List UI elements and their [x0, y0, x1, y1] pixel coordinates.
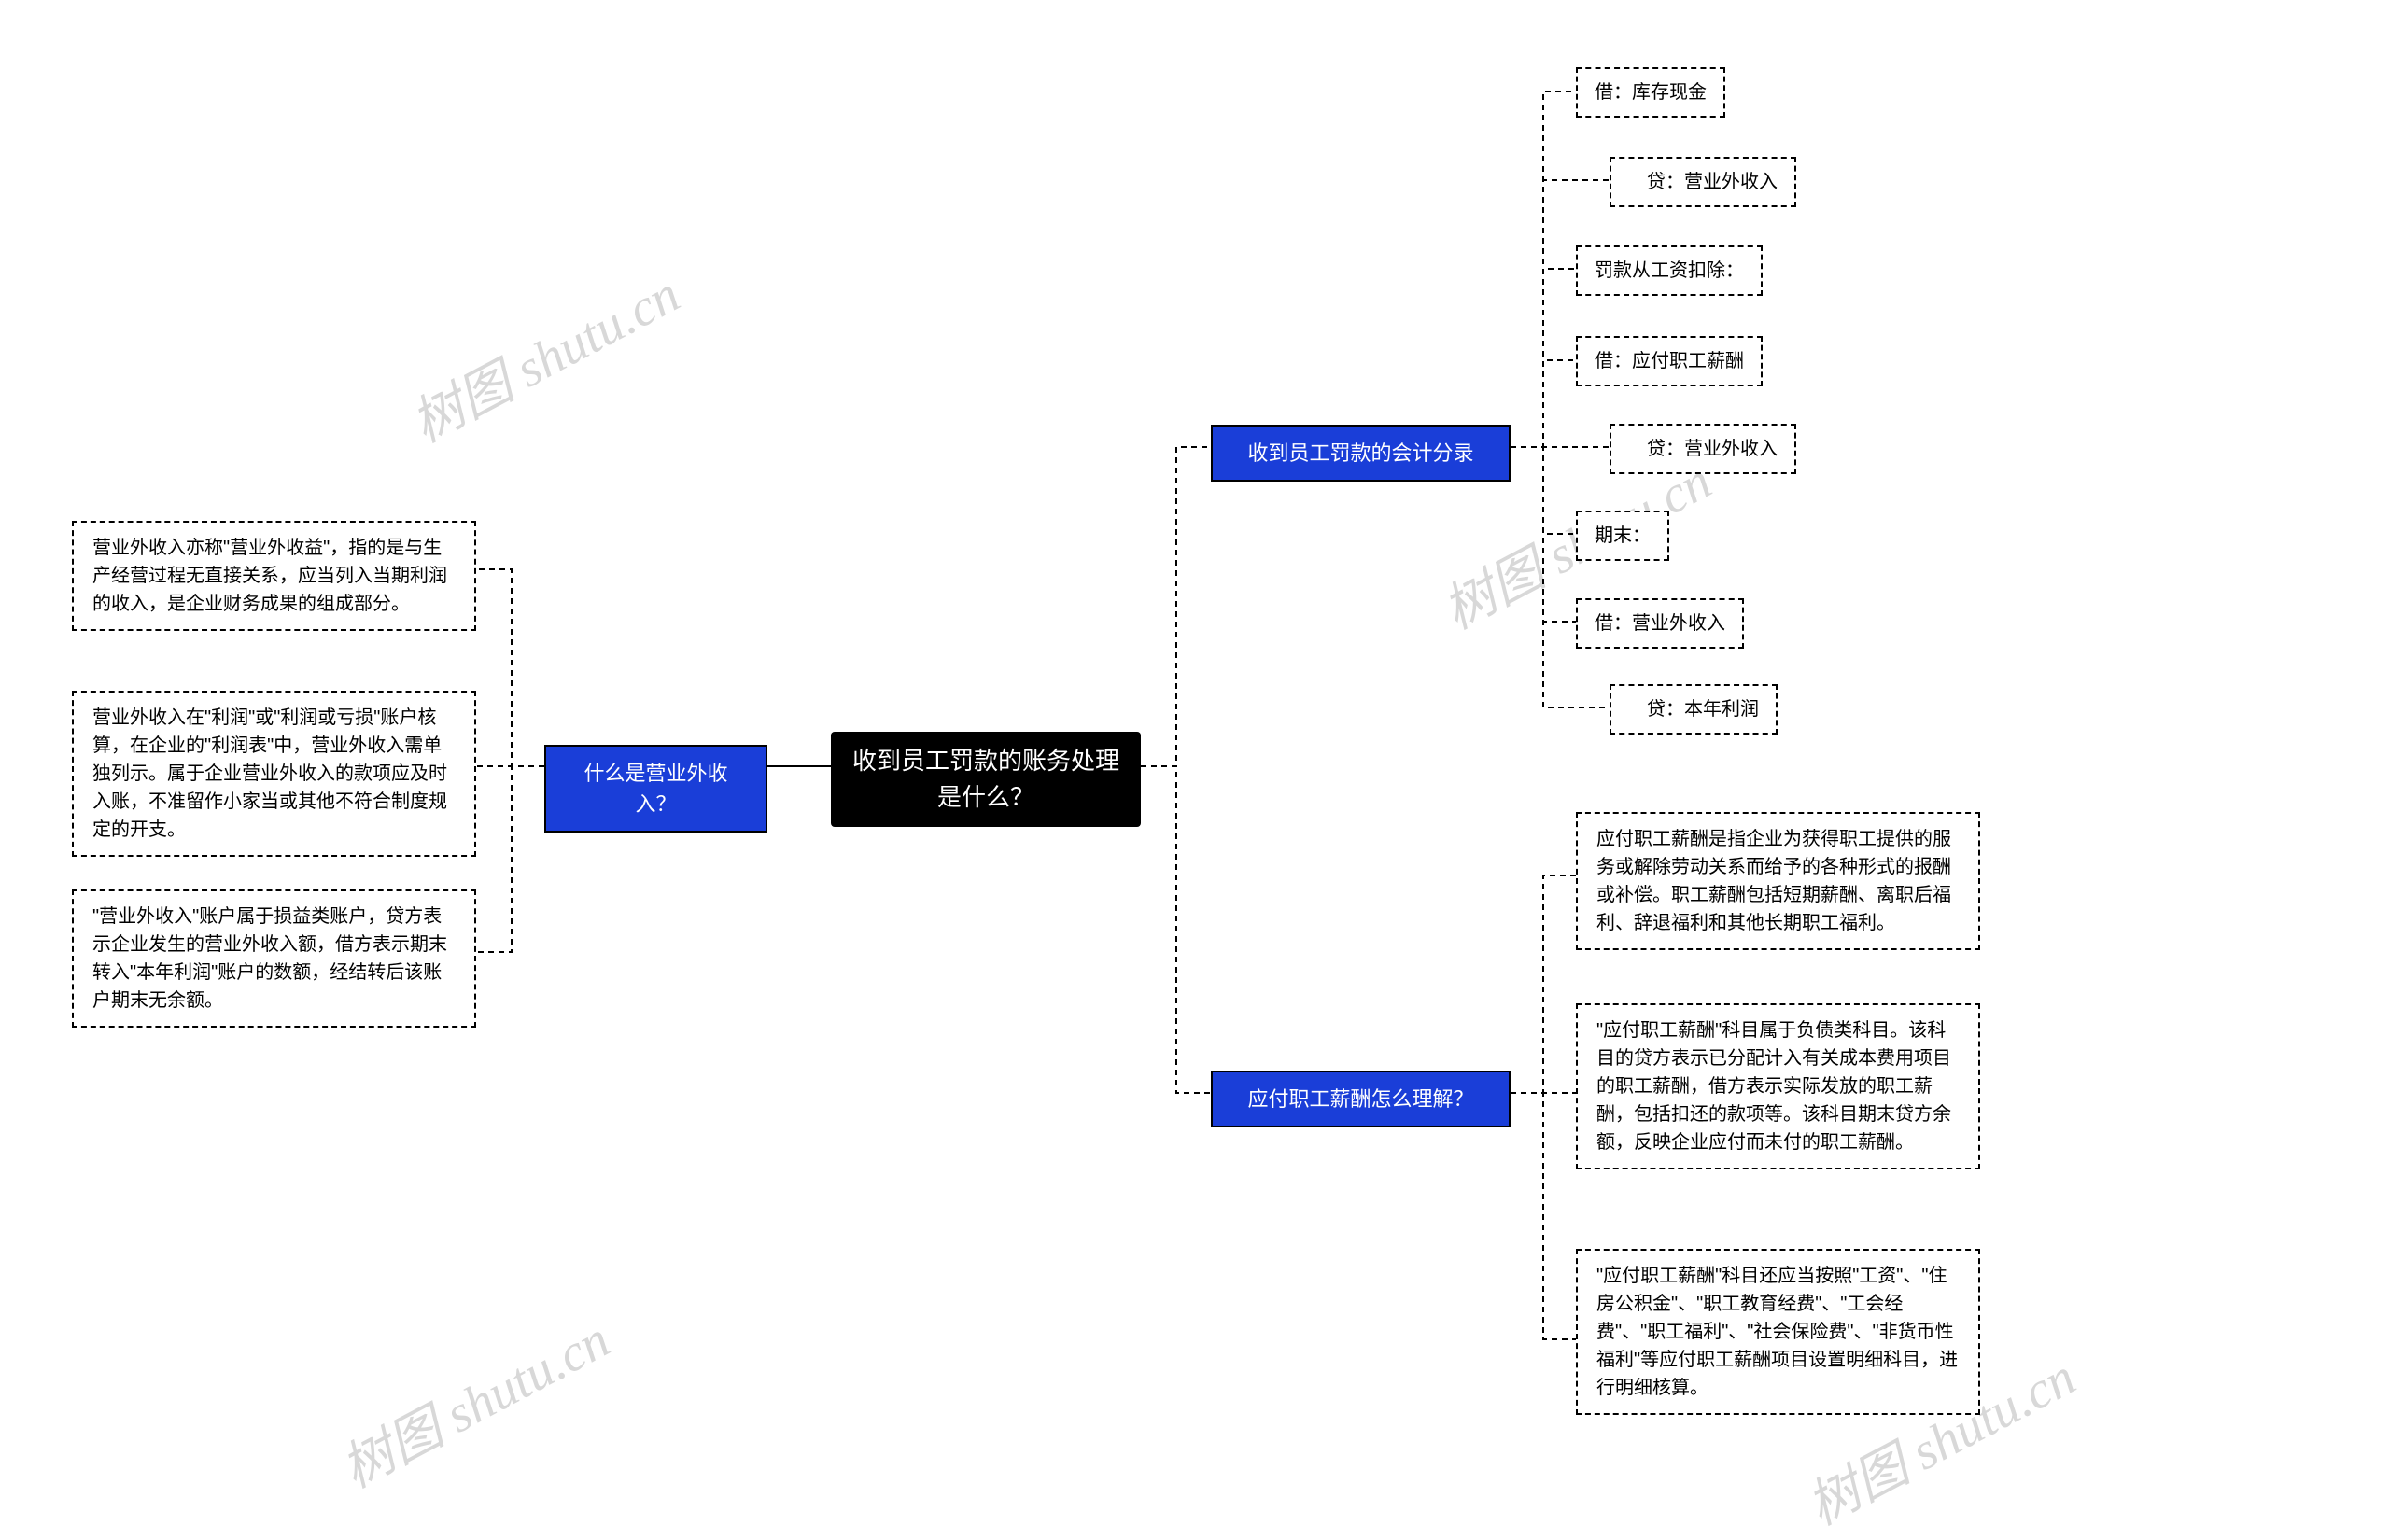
- leaf-r2-2: "应付职工薪酬"科目还应当按照"工资"、"住房公积金"、"职工教育经费"、"工会…: [1576, 1249, 1980, 1415]
- root-node: 收到员工罚款的账务处理是什么？: [831, 732, 1141, 827]
- leaf-left-0: 营业外收入亦称"营业外收益"，指的是与生产经营过程无直接关系，应当列入当期利润的…: [72, 521, 476, 631]
- branch-left: 什么是营业外收入？: [544, 745, 767, 833]
- branch-right-2: 应付职工薪酬怎么理解？: [1211, 1071, 1511, 1127]
- leaf-r1-0: 借：库存现金: [1576, 67, 1725, 118]
- watermark: 树图 shutu.cn: [326, 1298, 620, 1503]
- leaf-r2-0: 应付职工薪酬是指企业为获得职工提供的服务或解除劳动关系而给予的各种形式的报酬或补…: [1576, 812, 1980, 950]
- leaf-r1-1: 贷：营业外收入: [1610, 157, 1796, 207]
- leaf-r1-6: 借：营业外收入: [1576, 598, 1744, 649]
- leaf-left-1: 营业外收入在"利润"或"利润或亏损"账户核算，在企业的"利润表"中，营业外收入需…: [72, 691, 476, 857]
- leaf-left-2: "营业外收入"账户属于损益类账户，贷方表示企业发生的营业外收入额，借方表示期末转…: [72, 889, 476, 1028]
- leaf-r1-3: 借：应付职工薪酬: [1576, 336, 1763, 386]
- leaf-r1-2: 罚款从工资扣除：: [1576, 245, 1763, 296]
- leaf-r1-4: 贷：营业外收入: [1610, 424, 1796, 474]
- leaf-r2-1: "应付职工薪酬"科目属于负债类科目。该科目的贷方表示已分配计入有关成本费用项目的…: [1576, 1003, 1980, 1169]
- watermark: 树图 shutu.cn: [396, 253, 690, 457]
- leaf-r1-5: 期末：: [1576, 511, 1669, 561]
- leaf-r1-7: 贷：本年利润: [1610, 684, 1778, 735]
- branch-right-1: 收到员工罚款的会计分录: [1211, 425, 1511, 482]
